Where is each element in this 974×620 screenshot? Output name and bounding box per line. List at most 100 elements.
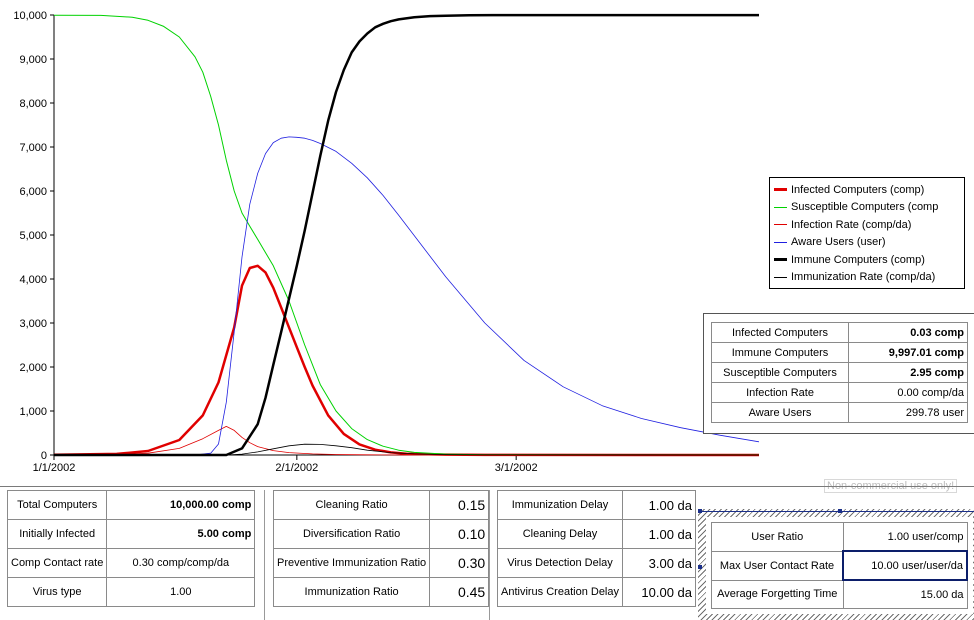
param-label: Virus Detection Delay bbox=[497, 548, 623, 578]
legend-swatch bbox=[774, 258, 787, 262]
y-tick-label: 4,000 bbox=[19, 274, 47, 286]
param-value[interactable]: 0.15 bbox=[429, 490, 490, 520]
param-value[interactable]: 5.00 comp bbox=[106, 519, 256, 549]
series-line bbox=[54, 136, 760, 456]
series-lines bbox=[53, 13, 760, 457]
param-label: Average Forgetting Time bbox=[711, 579, 844, 609]
panel-separator bbox=[489, 490, 490, 620]
result-label: Infected Computers bbox=[711, 322, 849, 343]
param-row: Virus type 1.00 bbox=[6, 577, 256, 607]
panel-divider bbox=[0, 486, 974, 487]
param-row: Initially Infected 5.00 comp bbox=[6, 519, 256, 549]
x-tick-label: 2/1/2002 bbox=[275, 462, 318, 474]
param-value[interactable]: 1.00 bbox=[106, 577, 256, 607]
param-row: Immunization Ratio 0.45 bbox=[272, 577, 490, 607]
result-value: 2.95 comp bbox=[848, 362, 968, 383]
legend-swatch bbox=[774, 206, 787, 208]
y-tick-label: 8,000 bbox=[19, 98, 47, 110]
param-value[interactable]: 0.30 comp/comp/da bbox=[106, 548, 256, 578]
series-line bbox=[54, 443, 760, 456]
legend-label: Aware Users (user) bbox=[791, 236, 886, 249]
param-value[interactable]: 10,000.00 comp bbox=[106, 490, 256, 520]
y-tick-label: 7,000 bbox=[19, 142, 47, 154]
param-value[interactable]: 15.00 da bbox=[842, 579, 968, 609]
legend-swatch bbox=[774, 276, 787, 278]
param-value[interactable]: 0.45 bbox=[429, 577, 490, 607]
simulation-chart: 0 1,000 2,000 3,000 4,000 5,000 6,000 7,000 8,00… bbox=[13, 10, 760, 474]
param-label: Initially Infected bbox=[6, 519, 108, 549]
result-row: Aware Users 299.78 user bbox=[711, 402, 968, 423]
result-label: Susceptible Computers bbox=[711, 362, 849, 383]
parameters-panel-ratios: Cleaning Ratio 0.15 Diversification Ratio… bbox=[272, 490, 490, 607]
docked-panel-border bbox=[700, 511, 974, 512]
resize-handle-icon[interactable] bbox=[838, 509, 842, 513]
legend-label: Infected Computers (comp) bbox=[791, 183, 925, 196]
param-value[interactable]: 10.00 da bbox=[622, 577, 696, 607]
param-row: User Ratio 1.00 user/comp bbox=[711, 522, 968, 552]
param-value[interactable]: 1.00 da bbox=[622, 490, 696, 520]
y-tick-label: 10,000 bbox=[13, 10, 47, 22]
param-row: Preventive Immunization Ratio 0.30 bbox=[272, 548, 490, 578]
param-label: User Ratio bbox=[711, 522, 844, 552]
param-value[interactable]: 1.00 da bbox=[622, 519, 696, 549]
results-panel: Infected Computers 0.03 comp Immune Compu… bbox=[703, 313, 974, 434]
param-label: Antivirus Creation Delay bbox=[497, 577, 623, 607]
legend-item: Infection Rate (comp/da) bbox=[774, 216, 964, 234]
result-value: 0.03 comp bbox=[848, 322, 968, 343]
results-table: Infected Computers 0.03 comp Immune Compu… bbox=[711, 322, 968, 423]
legend-item: Infected Computers (comp) bbox=[774, 181, 964, 199]
param-label: Max User Contact Rate bbox=[711, 550, 844, 581]
param-label: Comp Contact rate bbox=[6, 548, 108, 578]
y-tick-label: 5,000 bbox=[19, 230, 47, 242]
x-axis: 1/1/2002 2/1/2002 3/1/2002 bbox=[33, 454, 759, 474]
legend-swatch bbox=[774, 224, 787, 226]
series-line bbox=[53, 264, 760, 457]
legend-label: Infection Rate (comp/da) bbox=[791, 218, 912, 231]
x-tick-label: 1/1/2002 bbox=[33, 462, 76, 474]
panel-separator bbox=[264, 490, 265, 620]
param-value[interactable]: 0.30 bbox=[429, 548, 490, 578]
result-value: 299.78 user bbox=[848, 402, 968, 423]
param-value-selected[interactable]: 10.00 user/user/da bbox=[842, 550, 968, 581]
result-value: 9,997.01 comp bbox=[848, 342, 968, 363]
result-row: Immune Computers 9,997.01 comp bbox=[711, 342, 968, 363]
result-row: Infected Computers 0.03 comp bbox=[711, 322, 968, 343]
param-row: Cleaning Ratio 0.15 bbox=[272, 490, 490, 520]
param-label: Total Computers bbox=[6, 490, 108, 520]
legend-label: Susceptible Computers (comp bbox=[791, 201, 939, 214]
param-label: Virus type bbox=[6, 577, 108, 607]
param-row: Cleaning Delay 1.00 da bbox=[497, 519, 696, 549]
x-tick-label: 3/1/2002 bbox=[495, 462, 538, 474]
legend-label: Immune Computers (comp) bbox=[791, 253, 925, 266]
param-row: Immunization Delay 1.00 da bbox=[497, 490, 696, 520]
legend-item: Susceptible Computers (comp bbox=[774, 199, 964, 217]
y-tick-label: 6,000 bbox=[19, 186, 47, 198]
series-line bbox=[53, 14, 760, 456]
param-row: Antivirus Creation Delay 10.00 da bbox=[497, 577, 696, 607]
y-tick-label: 0 bbox=[41, 450, 47, 462]
series-line bbox=[54, 13, 759, 457]
param-value[interactable]: 1.00 user/comp bbox=[842, 522, 968, 552]
y-axis: 0 1,000 2,000 3,000 4,000 5,000 6,000 7,000 8,00… bbox=[13, 10, 55, 462]
result-label: Immune Computers bbox=[711, 342, 849, 363]
resize-handle-icon[interactable] bbox=[698, 509, 702, 513]
result-row: Infection Rate 0.00 comp/da bbox=[711, 382, 968, 403]
result-value: 0.00 comp/da bbox=[848, 382, 968, 403]
parameters-panel-delays: Immunization Delay 1.00 da Cleaning Delay… bbox=[497, 490, 696, 607]
legend-item: Immunization Rate (comp/da) bbox=[774, 269, 964, 287]
series-line bbox=[53, 425, 759, 456]
param-label: Diversification Ratio bbox=[272, 519, 431, 549]
param-row: Virus Detection Delay 3.00 da bbox=[497, 548, 696, 578]
chart-legend: Infected Computers (comp) Susceptible Com… bbox=[769, 177, 965, 289]
legend-item: Aware Users (user) bbox=[774, 234, 964, 252]
result-label: Infection Rate bbox=[711, 382, 849, 403]
param-label: Immunization Ratio bbox=[272, 577, 431, 607]
param-value[interactable]: 0.10 bbox=[429, 519, 490, 549]
legend-label: Immunization Rate (comp/da) bbox=[791, 271, 936, 284]
param-label: Preventive Immunization Ratio bbox=[272, 548, 431, 578]
param-row: Comp Contact rate 0.30 comp/comp/da bbox=[6, 548, 256, 578]
resize-handle-icon[interactable] bbox=[698, 565, 702, 569]
param-value[interactable]: 3.00 da bbox=[622, 548, 696, 578]
param-row: Max User Contact Rate 10.00 user/user/da bbox=[711, 550, 968, 581]
y-tick-label: 9,000 bbox=[19, 54, 47, 66]
